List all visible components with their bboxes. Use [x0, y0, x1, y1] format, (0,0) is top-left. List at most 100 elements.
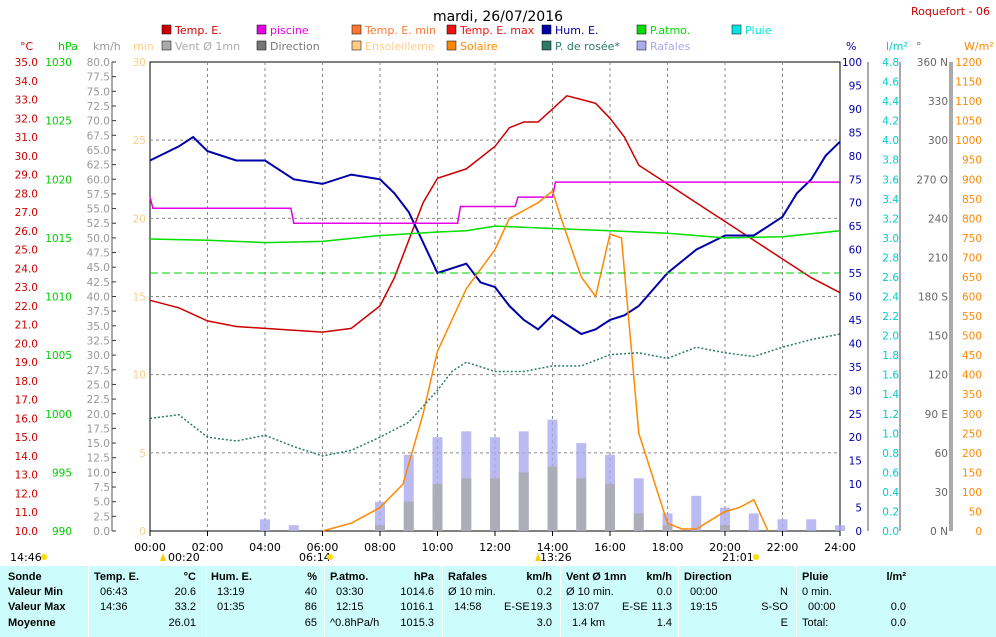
stats-hum: Hum. E. % 13:19 40 01:35 86 65	[207, 566, 322, 637]
stats-rain-title: Pluie	[802, 571, 829, 583]
legend-swatch	[161, 40, 172, 51]
legend-label: Temp. E. max	[459, 24, 535, 37]
wind-axis-tick-label: 52.5	[87, 218, 110, 230]
stats-hum-title: Hum. E.	[211, 571, 252, 583]
direction-axis-tick-label: 300	[928, 135, 948, 147]
bar-wind	[662, 525, 673, 531]
minutes-axis-tick-label: 30	[133, 57, 146, 69]
divider	[88, 566, 89, 637]
pressure-axis-tick-label: 990	[52, 526, 72, 538]
wind-axis-tick-label: 72.5	[87, 101, 110, 113]
series-line-temp-e-	[149, 94, 841, 333]
humidity-axis-tick-label: 20	[849, 432, 862, 444]
rain-axis-tick-label: 3.6	[882, 174, 899, 186]
chart-title: mardi, 26/07/2016	[433, 9, 563, 25]
rain-axis-tick-label: 0.0	[882, 526, 899, 538]
solar-axis-tick-label: 1150	[955, 77, 982, 89]
rain-axis-tick-label: 4.2	[882, 116, 899, 128]
stats-pres-trend: ^0.8hPa/h	[330, 617, 380, 629]
solar-axis-tick-label: 950	[962, 155, 982, 167]
humidity-axis-tick-label: 65	[849, 221, 862, 233]
bar-gust	[375, 501, 385, 531]
pressure-axis-tick-label: 1030	[45, 57, 72, 69]
stats-pressure: P.atmo. hPa 03:30 1014.6 12:15 1016.1 ^0…	[326, 566, 440, 637]
humidity-axis-tick-label: 0	[855, 526, 862, 538]
stats-gust: Rafales km/h Ø 10 min. 0.2 14:58 E-SE 19…	[444, 566, 558, 637]
bar-wind	[403, 501, 414, 531]
temp-axis-tick-label: 15.0	[15, 432, 38, 444]
solar-axis-tick-label: 200	[962, 448, 982, 460]
pressure-axis-tick-label: 1015	[45, 233, 72, 245]
solar-axis-tick-label: 900	[962, 174, 982, 186]
wind-axis-tick-label: 65.0	[87, 145, 110, 157]
minutes-axis-tick-label: 20	[133, 213, 146, 225]
solar-axis-tick-label: 750	[962, 233, 982, 245]
series-line-p-de-ros-e-	[149, 333, 841, 457]
series-lines	[149, 94, 841, 532]
legend-swatch	[446, 40, 457, 51]
stats-wind: Vent Ø 1mn km/h Ø 10 min. 0.0 13:07 E-SE…	[562, 566, 676, 637]
temp-axis-tick-label: 30.0	[15, 151, 38, 163]
stats-row-max: Valeur Max	[8, 601, 66, 613]
bar-gust	[260, 519, 270, 531]
rain-axis-tick-label: 4.0	[882, 135, 899, 147]
legend-swatch	[256, 24, 267, 35]
divider	[205, 566, 206, 637]
divider	[560, 566, 561, 637]
solar-axis-tick-label: 50	[969, 506, 982, 518]
sun-icon	[753, 554, 759, 560]
stats-wind-avg: 1.4	[656, 617, 672, 629]
solar-axis-tick-label: 1050	[955, 116, 982, 128]
humidity-axis-tick-label: 60	[849, 245, 862, 257]
humidity-axis-tick-label: 95	[849, 80, 862, 92]
stats-hum-max-time: 01:35	[217, 601, 245, 613]
bar-gust	[288, 525, 299, 531]
rain-axis-tick-label: 2.0	[882, 331, 899, 343]
stats-gust-title: Rafales	[448, 571, 488, 583]
wind-axis-tick-label: 75.0	[87, 86, 110, 98]
stats-gust-avg: 3.0	[536, 617, 552, 629]
time-tick-label: 14:00	[537, 541, 569, 554]
bar-gust	[720, 507, 730, 531]
axis-unit-label: W/m²	[964, 40, 994, 53]
arrow-up-icon	[160, 553, 166, 561]
stats-gust-min-label: Ø 10 min.	[448, 586, 496, 598]
wind-axis-tick-label: 50.0	[87, 233, 110, 245]
stats-hum-unit: %	[307, 571, 317, 583]
stats-dir-min-time: 00:00	[690, 586, 718, 598]
stats-pres-min-time: 03:30	[336, 586, 364, 598]
stats-rain-total-label: Total:	[802, 617, 829, 629]
temp-axis-tick-label: 35.0	[15, 57, 38, 69]
solar-axis-tick-label: 600	[962, 292, 982, 304]
stats-temp-min-val: 20.6	[174, 586, 196, 598]
stats-gust-max-dir: E-SE	[504, 601, 530, 613]
rain-axis-tick-label: 2.4	[882, 292, 899, 304]
axis-unit-label: l/m²	[886, 40, 908, 53]
bar-wind	[720, 525, 730, 531]
wind-axis-tick-label: 35.0	[87, 321, 110, 333]
bar-wind	[633, 513, 644, 531]
direction-axis-tick-label: 120	[928, 370, 948, 382]
temp-axis-tick-label: 21.0	[15, 320, 38, 332]
sunset-label: 21:01	[722, 551, 754, 564]
legend-swatch	[351, 24, 362, 35]
bar-gust	[777, 519, 788, 531]
time-tick-label: 16:00	[594, 541, 626, 554]
stats-row-min: Valeur Min	[8, 586, 64, 598]
humidity-axis-tick-label: 15	[849, 456, 862, 468]
bar-gust	[806, 519, 817, 531]
divider	[442, 566, 443, 637]
direction-axis-tick-label: 240	[928, 213, 948, 225]
wind-axis-tick-label: 80.0	[87, 57, 110, 69]
wind-axis-tick-label: 10.0	[87, 467, 110, 479]
rain-axis-tick-label: 1.0	[882, 428, 899, 440]
legend-label: Direction	[270, 40, 320, 53]
solar-axis-tick-label: 0	[975, 526, 982, 538]
stats-dir-max-val: S-SO	[761, 601, 788, 613]
wind-axis-tick-label: 70.0	[87, 116, 110, 128]
humidity-axis-tick-label: 35	[849, 362, 862, 374]
time-tick-label: 12:00	[479, 541, 511, 554]
temp-axis-tick-label: 28.0	[15, 188, 38, 200]
minutes-axis-tick-label: 0	[139, 526, 146, 538]
sun-icon	[327, 554, 333, 560]
